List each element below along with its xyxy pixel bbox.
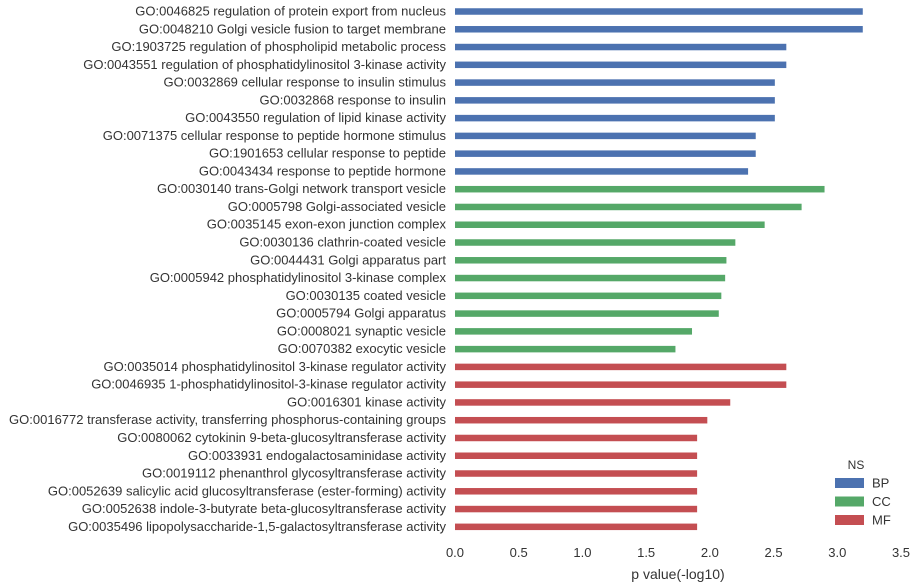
category-label: GO:0033931 endogalactosaminidase activit… bbox=[188, 448, 446, 463]
bar-mf bbox=[455, 381, 787, 388]
legend: NS BP CC MF bbox=[835, 458, 891, 528]
category-label: GO:0005942 phosphatidylinositol 3-kinase… bbox=[150, 270, 447, 285]
category-label: GO:0030135 coated vesicle bbox=[286, 288, 446, 303]
bar-mf bbox=[455, 399, 731, 406]
x-tick-label: 3.5 bbox=[892, 545, 910, 560]
category-label: GO:0035145 exon-exon junction complex bbox=[207, 217, 447, 232]
bar-cc bbox=[455, 221, 765, 228]
bar-bp bbox=[455, 61, 787, 69]
category-label: GO:0005798 Golgi-associated vesicle bbox=[228, 199, 446, 214]
bar-bp bbox=[455, 79, 775, 86]
category-label: GO:0048210 Golgi vesicle fusion to targe… bbox=[139, 21, 446, 36]
category-label: GO:0046825 regulation of protein export … bbox=[135, 4, 446, 19]
x-tick-label: 0.5 bbox=[510, 545, 528, 560]
bar-mf bbox=[455, 505, 698, 513]
bar-cc bbox=[455, 257, 727, 264]
legend-label-mf: MF bbox=[872, 513, 891, 528]
bar-cc bbox=[455, 328, 693, 335]
bar-cc bbox=[455, 239, 736, 246]
bar-bp bbox=[455, 8, 863, 15]
x-tick-label: 2.5 bbox=[765, 545, 783, 560]
bar-bp bbox=[455, 97, 775, 104]
category-label: GO:0019112 phenanthrol glycosyltransfera… bbox=[142, 466, 446, 481]
category-label: GO:0044431 Golgi apparatus part bbox=[250, 252, 446, 267]
bar-bp bbox=[455, 43, 787, 51]
category-label: GO:0035014 phosphatidylinositol 3-kinase… bbox=[103, 359, 446, 374]
bar-mf bbox=[455, 470, 698, 477]
bar-cc bbox=[455, 274, 726, 282]
category-label: GO:0005794 Golgi apparatus bbox=[276, 306, 446, 321]
legend-swatch-cc bbox=[835, 496, 864, 507]
x-tick-label: 2.0 bbox=[701, 545, 719, 560]
category-label: GO:0016301 kinase activity bbox=[287, 394, 446, 409]
bar-bp bbox=[455, 168, 749, 175]
category-label: GO:0052639 salicylic acid glucosyltransf… bbox=[48, 483, 447, 498]
bar-cc bbox=[455, 185, 825, 193]
bar-cc bbox=[455, 203, 802, 211]
category-label: GO:0070382 exocytic vesicle bbox=[278, 341, 446, 356]
bars-layer bbox=[455, 8, 863, 531]
legend-swatch-bp bbox=[835, 478, 864, 488]
category-label: GO:0043434 response to peptide hormone bbox=[199, 163, 446, 178]
x-tick-label: 1.5 bbox=[637, 545, 655, 560]
category-label: GO:0043550 regulation of lipid kinase ac… bbox=[185, 110, 446, 125]
x-tick-label: 0.0 bbox=[446, 545, 464, 560]
legend-label-cc: CC bbox=[872, 494, 891, 509]
category-label: GO:0080062 cytokinin 9-beta-glucosyltran… bbox=[117, 430, 446, 445]
bar-bp bbox=[455, 26, 863, 33]
bar-mf bbox=[455, 434, 698, 442]
category-label: GO:0046935 1-phosphatidylinositol-3-kina… bbox=[91, 377, 446, 392]
bar-mf bbox=[455, 523, 698, 531]
category-label: GO:0008021 synaptic vesicle bbox=[277, 323, 446, 338]
bar-bp bbox=[455, 150, 756, 157]
bar-cc bbox=[455, 292, 722, 300]
x-axis-label: p value(-log10) bbox=[631, 566, 724, 582]
bar-cc bbox=[455, 310, 719, 317]
category-label: GO:0071375 cellular response to peptide … bbox=[103, 128, 447, 143]
category-label: GO:0030140 trans-Golgi network transport… bbox=[157, 181, 446, 196]
category-label: GO:0030136 clathrin-coated vesicle bbox=[239, 235, 446, 250]
category-label: GO:0043551 regulation of phosphatidylino… bbox=[83, 57, 446, 72]
x-tick-label: 3.0 bbox=[828, 545, 846, 560]
category-label: GO:1901653 cellular response to peptide bbox=[209, 146, 446, 161]
category-label: GO:1903725 regulation of phospholipid me… bbox=[111, 39, 446, 54]
bar-mf bbox=[455, 416, 708, 424]
bar-bp bbox=[455, 132, 756, 140]
legend-swatch-mf bbox=[835, 515, 864, 525]
bar-mf bbox=[455, 488, 698, 495]
category-labels: GO:0046825 regulation of protein export … bbox=[9, 4, 446, 534]
category-label: GO:0035496 lipopolysaccharide-1,5-galact… bbox=[68, 519, 446, 534]
x-tick-label: 1.0 bbox=[573, 545, 591, 560]
bar-mf bbox=[455, 363, 787, 371]
bar-cc bbox=[455, 345, 676, 353]
legend-title: NS bbox=[848, 458, 865, 472]
legend-label-bp: BP bbox=[872, 476, 889, 491]
category-label: GO:0032869 cellular response to insulin … bbox=[163, 75, 446, 90]
x-axis: 0.0 0.5 1.0 1.5 2.0 2.5 3.0 3.5 bbox=[446, 545, 910, 560]
category-label: GO:0032868 response to insulin bbox=[260, 92, 446, 107]
category-label: GO:0052638 indole-3-butyrate beta-glucos… bbox=[82, 501, 447, 516]
bar-mf bbox=[455, 452, 698, 459]
category-label: GO:0016772 transferase activity, transfe… bbox=[9, 412, 446, 427]
bar-bp bbox=[455, 114, 775, 122]
